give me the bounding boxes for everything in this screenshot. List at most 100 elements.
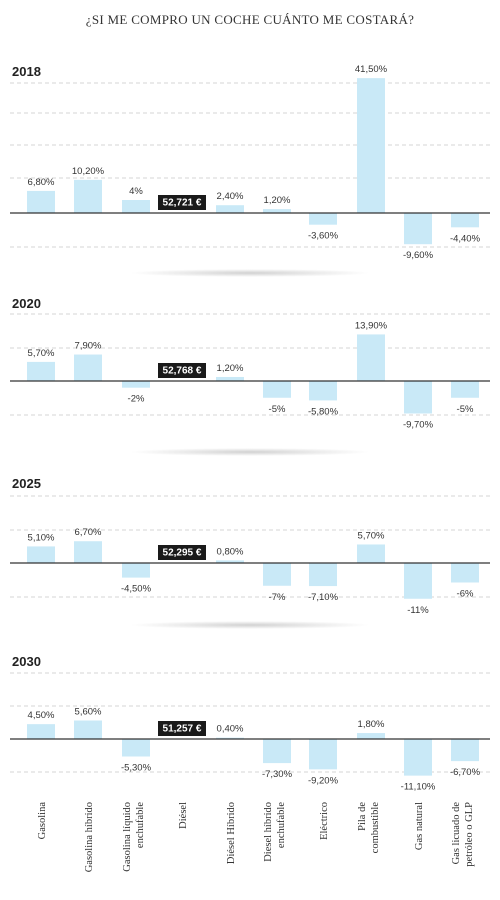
data-label: 0,80% — [217, 546, 244, 557]
data-label: -11% — [407, 605, 429, 616]
bar-eléctrico — [309, 381, 337, 401]
panel-year: 2018 — [12, 64, 41, 79]
reference-price-label: 52,768 € — [163, 366, 202, 377]
reference-price-badge — [158, 545, 206, 560]
data-label: 5,60% — [75, 707, 102, 718]
bar-gasolina-híbrido — [74, 720, 102, 739]
reference-price-badge — [158, 195, 206, 210]
bar-gasolina-líquido-enchufable — [122, 200, 150, 213]
bar-diesel-híbrido-enchufable — [263, 381, 291, 398]
panel-year: 2030 — [12, 654, 41, 669]
bar-gas-licuado-de-petróleo-o-glp — [451, 381, 479, 398]
data-label: 10,20% — [72, 166, 105, 177]
bar-gas-natural — [404, 739, 432, 776]
chart-title: ¿SI ME COMPRO UN COCHE CUÁNTO ME COSTARÁ… — [86, 12, 414, 27]
data-label: -9,70% — [403, 419, 434, 430]
bar-pila-de-combustible — [357, 78, 385, 213]
reference-price-label: 52,721 € — [163, 198, 202, 209]
bar-diesel-híbrido-enchufable — [263, 739, 291, 764]
data-label: -4,50% — [121, 584, 152, 595]
bar-gasolina — [27, 546, 55, 563]
reference-price-label: 52,295 € — [163, 548, 202, 559]
category-label: Pila de combustible — [357, 802, 381, 854]
bar-diésel-híbrido — [216, 737, 244, 739]
data-label: 7,90% — [75, 341, 102, 352]
panel-2030: 2030 4,50% 5,60% -5,30% 51,257 € 0,40% -7,30% -… — [10, 654, 490, 793]
data-label: 1,20% — [217, 363, 244, 374]
category-label: Diésel Híbrido — [226, 802, 237, 864]
category-label: Gasolina — [37, 802, 48, 840]
data-label: -2% — [128, 394, 145, 405]
bar-eléctrico — [309, 739, 337, 770]
panel-year: 2025 — [12, 476, 41, 491]
panel-separator-shadow — [130, 621, 370, 629]
bar-gasolina-híbrido — [74, 354, 102, 381]
data-label: -5% — [457, 404, 474, 415]
bar-gasolina-líquido-enchufable — [122, 739, 150, 757]
data-label: -7% — [269, 592, 286, 603]
data-label: 41,50% — [355, 64, 388, 75]
bar-diésel-híbrido — [216, 560, 244, 563]
bar-gasolina — [27, 361, 55, 381]
data-label: 5,10% — [28, 532, 55, 543]
data-label: -5,30% — [121, 762, 152, 773]
data-label: 6,80% — [28, 177, 55, 188]
bar-diesel-híbrido-enchufable — [263, 209, 291, 213]
data-label: 6,70% — [75, 527, 102, 538]
data-label: 13,90% — [355, 320, 388, 331]
data-label: -9,20% — [308, 775, 339, 786]
bar-diesel-híbrido-enchufable — [263, 563, 291, 586]
data-label: 5,70% — [28, 348, 55, 359]
bar-gas-natural — [404, 213, 432, 245]
bar-gasolina-híbrido — [74, 541, 102, 563]
category-label: Gasolina líquido enchufable — [122, 802, 146, 872]
bar-eléctrico — [309, 563, 337, 587]
reference-price-badge — [158, 363, 206, 378]
data-label: -6,70% — [450, 767, 481, 778]
category-label: Eléctrico — [319, 802, 330, 840]
panel-separator-shadow — [130, 269, 370, 277]
bar-eléctrico — [309, 213, 337, 225]
data-label: -3,60% — [308, 231, 339, 242]
data-label: 1,20% — [264, 195, 291, 206]
bar-pila-de-combustible — [357, 733, 385, 739]
bar-gasolina-híbrido — [74, 179, 102, 213]
data-label: -5% — [269, 404, 286, 415]
data-label: -4,40% — [450, 233, 481, 244]
data-label: -7,30% — [262, 769, 293, 780]
panel-2020: 2020 5,70% 7,90% -2% 52,768 € 1,20% -5% -5,80% 1… — [10, 296, 490, 456]
category-label: Diesel híbrido enchufable — [263, 802, 287, 862]
bar-gas-natural — [404, 563, 432, 599]
category-label: Gasolina híbrido — [84, 802, 95, 872]
data-label: 0,40% — [217, 724, 244, 735]
data-label: 4,50% — [28, 710, 55, 721]
bar-gasolina-líquido-enchufable — [122, 563, 150, 578]
bar-diésel-híbrido — [216, 376, 244, 381]
bar-gasolina — [27, 190, 55, 213]
reference-price-label: 51,257 € — [163, 724, 202, 735]
bar-diésel-híbrido — [216, 205, 244, 213]
bar-gas-natural — [404, 381, 432, 414]
data-label: -5,80% — [308, 406, 339, 417]
data-label: -11,10% — [401, 782, 436, 793]
panel-separator-shadow — [130, 448, 370, 456]
data-label: -9,60% — [403, 250, 434, 261]
category-label: Gas natural — [414, 802, 425, 850]
panel-2025: 2025 5,10% 6,70% -4,50% 52,295 € 0,80% -7% -7,1… — [10, 476, 490, 629]
bar-gasolina — [27, 724, 55, 739]
data-label: 5,70% — [358, 530, 385, 541]
panel-2018: 2018 6,80% 10,20% 4% 52,721 € 2,40% 1,20% -3,60… — [10, 64, 490, 277]
bar-gas-licuado-de-petróleo-o-glp — [451, 739, 479, 762]
data-label: 4% — [129, 186, 143, 197]
panel-year: 2020 — [12, 296, 41, 311]
bar-gas-licuado-de-petróleo-o-glp — [451, 213, 479, 228]
bar-pila-de-combustible — [357, 544, 385, 563]
bar-gasolina-líquido-enchufable — [122, 381, 150, 388]
bar-pila-de-combustible — [357, 334, 385, 381]
bar-gas-licuado-de-petróleo-o-glp — [451, 563, 479, 583]
data-label: -6% — [457, 589, 474, 600]
category-label: Diésel — [178, 802, 189, 829]
data-label: -7,10% — [308, 592, 339, 603]
category-label: Gas licuado de petróleo o GLP — [451, 802, 475, 867]
